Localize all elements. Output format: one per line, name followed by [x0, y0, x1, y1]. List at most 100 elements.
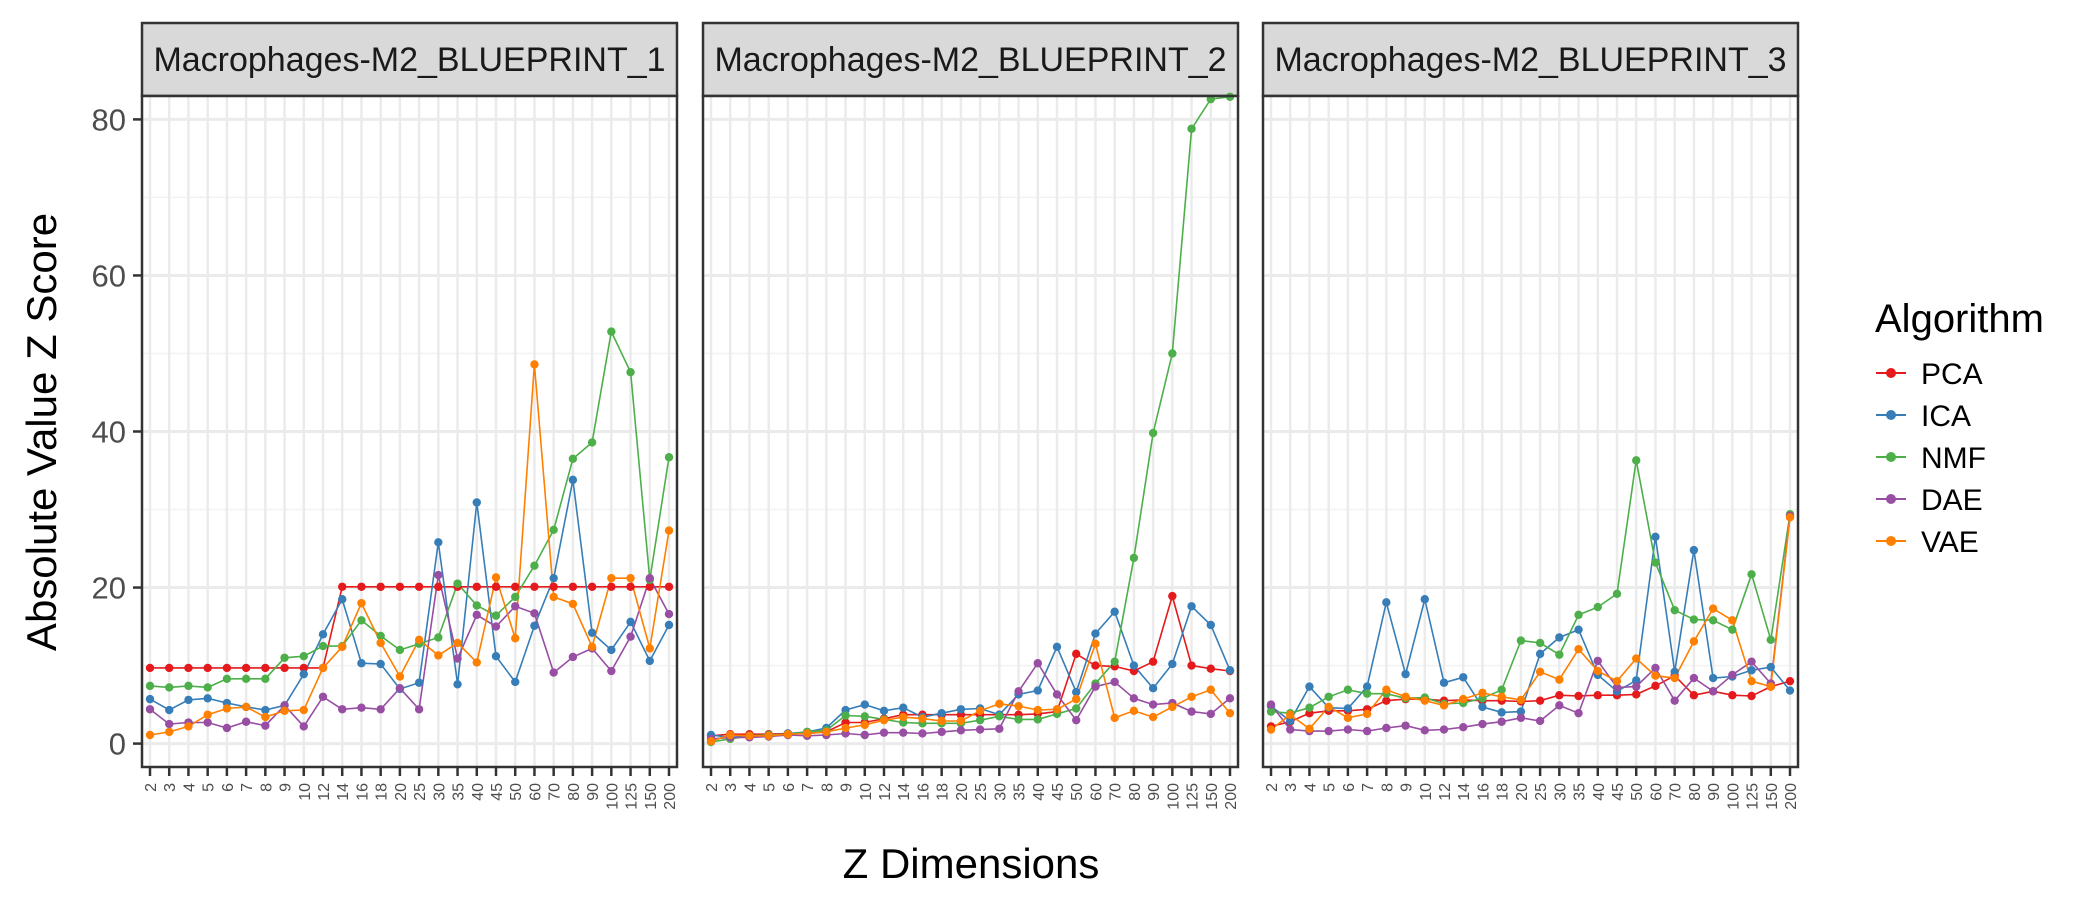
data-point-ica: [1187, 602, 1196, 611]
x-tick-label: 200: [1783, 783, 1800, 810]
data-point-dae: [1593, 656, 1602, 666]
data-point-pca: [1728, 691, 1737, 700]
data-point-pca: [568, 582, 578, 591]
data-point-ica: [165, 705, 174, 715]
data-point-pca: [414, 582, 424, 591]
data-point-dae: [1014, 687, 1023, 696]
data-point-vae: [1052, 705, 1062, 714]
data-point-vae: [745, 731, 754, 740]
x-tick-label: 2: [704, 783, 721, 792]
x-tick-label: 18: [1495, 783, 1512, 801]
data-point-dae: [1324, 726, 1333, 736]
panel-border: [701, 94, 1240, 769]
data-point-pca: [1689, 691, 1699, 700]
data-point-dae: [937, 727, 946, 737]
data-point-ica: [626, 617, 635, 627]
data-point-nmf: [453, 579, 462, 588]
data-point-ica: [1091, 629, 1100, 638]
data-point-pca: [645, 582, 654, 591]
data-point-dae: [568, 652, 578, 662]
data-point-vae: [1459, 694, 1468, 704]
y-tick-label: 0: [109, 727, 126, 762]
data-point-dae: [395, 683, 405, 693]
data-point-ica: [1478, 702, 1487, 712]
data-point-dae: [376, 705, 385, 714]
data-point-ica: [1766, 662, 1775, 672]
x-tick-label: 200: [1223, 783, 1240, 810]
data-point-dae: [1052, 690, 1062, 699]
data-point-vae: [241, 702, 251, 712]
data-point-nmf: [184, 681, 193, 691]
data-point-ica: [530, 621, 539, 630]
data-point-dae: [434, 570, 443, 580]
data-point-pca: [1187, 661, 1196, 670]
data-point-dae: [664, 609, 674, 619]
data-point-vae: [1148, 712, 1158, 722]
panel-1: Macrophages-M2_BLUEPRINT_12 3 4 5 6 7 8 9 10 12 14…: [92, 21, 679, 810]
data-point-dae: [414, 705, 424, 714]
data-point-dae: [453, 654, 462, 663]
data-point-vae: [1305, 724, 1314, 733]
data-point-pca: [357, 582, 366, 591]
data-point-ica: [1129, 661, 1139, 670]
panel-2: Macrophages-M2_BLUEPRINT_22 3 4 5 6 7 8 9 10 12 14…: [701, 21, 1240, 810]
data-point-vae: [145, 730, 155, 740]
x-tick-label: 125: [1185, 783, 1202, 810]
data-point-vae: [318, 663, 328, 673]
data-point-dae: [1439, 725, 1449, 734]
x-tick-label: 50: [508, 783, 525, 801]
x-tick-label: 20: [954, 783, 971, 801]
data-point-vae: [1574, 644, 1583, 654]
data-point-vae: [1555, 675, 1564, 684]
x-tick-label: 45: [489, 783, 506, 801]
data-point-vae: [280, 706, 289, 716]
data-point-ica: [899, 703, 908, 712]
data-point-dae: [1708, 687, 1718, 696]
data-point-vae: [860, 720, 869, 730]
facet-title: Macrophages-M2_BLUEPRINT_2: [714, 41, 1226, 79]
x-tick-label: 10: [858, 783, 875, 801]
data-point-pca: [261, 663, 270, 673]
data-point-nmf: [145, 681, 155, 691]
data-point-nmf: [491, 611, 501, 620]
data-point-vae: [1497, 692, 1506, 701]
data-point-dae: [222, 723, 232, 733]
y-axis-title: Absolute Value Z Score: [18, 213, 65, 651]
data-point-pca: [1651, 681, 1660, 691]
data-point-vae: [1225, 708, 1235, 718]
x-tick-label: 4: [742, 783, 759, 792]
x-tick-label: 7: [800, 783, 817, 792]
data-point-vae: [299, 705, 308, 715]
data-point-ica: [1689, 545, 1699, 555]
data-point-ica: [318, 630, 328, 639]
x-tick-label: 14: [896, 783, 913, 801]
data-point-nmf: [511, 592, 520, 602]
x-tick-label: 8: [1379, 783, 1396, 792]
x-tick-label: 9: [1399, 783, 1416, 792]
data-point-ica: [491, 652, 501, 661]
data-point-nmf: [1129, 553, 1139, 563]
data-point-nmf: [1324, 692, 1333, 701]
x-tick-label: 10: [1418, 783, 1435, 801]
x-tick-label: 30: [431, 783, 448, 801]
data-point-dae: [511, 602, 520, 611]
x-tick-label: 5: [1322, 783, 1339, 792]
data-point-vae: [1266, 725, 1276, 734]
data-point-vae: [414, 635, 424, 645]
data-point-dae: [357, 703, 366, 712]
data-point-nmf: [1014, 715, 1023, 724]
data-point-vae: [607, 573, 616, 583]
data-point-vae: [664, 526, 674, 535]
data-point-dae: [1555, 701, 1564, 710]
data-point-dae: [879, 728, 889, 737]
data-point-vae: [357, 598, 366, 608]
data-point-dae: [338, 705, 347, 714]
series-line-ica: [149, 479, 670, 711]
x-tick-label: 60: [1088, 783, 1105, 801]
data-point-dae: [1632, 682, 1641, 691]
data-point-vae: [165, 727, 174, 737]
data-point-dae: [261, 721, 270, 730]
data-point-nmf: [1343, 685, 1353, 694]
x-tick-label: 80: [566, 783, 583, 801]
data-point-pca: [1072, 649, 1081, 659]
